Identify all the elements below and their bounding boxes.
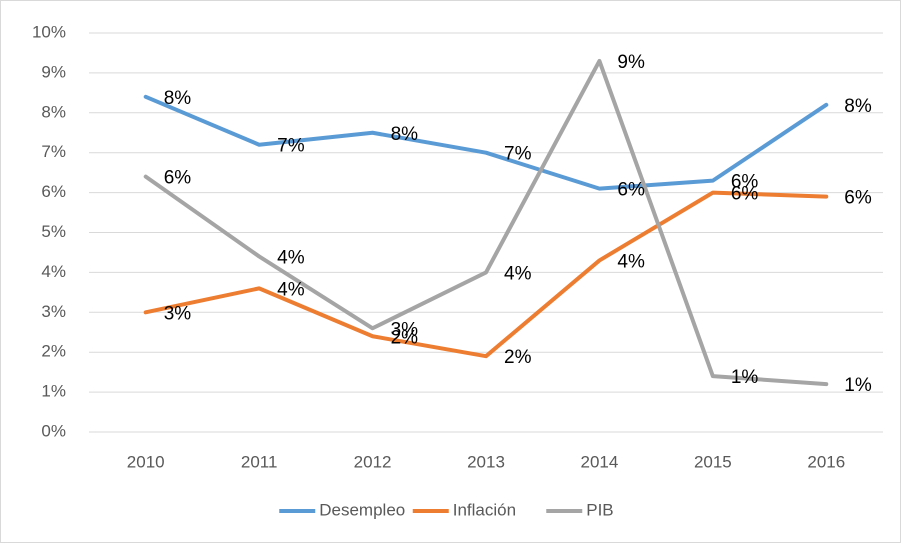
legend-label: Desempleo: [319, 500, 405, 519]
x-tick-label: 2013: [467, 452, 505, 471]
y-tick-label: 7%: [41, 142, 66, 161]
value-label: 8%: [391, 124, 419, 145]
y-tick-label: 4%: [41, 262, 66, 281]
value-label: 4%: [504, 263, 532, 284]
value-label: 6%: [164, 168, 192, 189]
value-label: 8%: [164, 88, 192, 109]
y-tick-label: 5%: [41, 222, 66, 241]
value-label: 1%: [731, 367, 759, 388]
series-line: [143, 94, 829, 191]
value-label: 7%: [277, 136, 305, 157]
y-tick-label: 10%: [32, 22, 66, 41]
x-tick-label: 2011: [241, 452, 278, 471]
x-tick-label: 2010: [127, 452, 165, 471]
value-label: 2%: [391, 327, 419, 348]
x-tick-label: 2012: [354, 452, 392, 471]
value-label: 4%: [277, 279, 305, 300]
value-label: 2%: [504, 347, 532, 368]
y-tick-label: 3%: [41, 302, 66, 321]
value-label: 4%: [277, 247, 305, 268]
x-tick-label: 2015: [694, 452, 732, 471]
series-line: [143, 58, 829, 387]
value-label: 4%: [617, 251, 645, 272]
y-tick-label: 2%: [41, 342, 66, 361]
value-label: 3%: [391, 319, 419, 340]
value-label: 3%: [164, 303, 192, 324]
x-tick-label: 2014: [581, 452, 619, 471]
value-label: 9%: [617, 52, 645, 73]
value-label: 6%: [844, 188, 872, 209]
y-tick-label: 0%: [41, 421, 66, 440]
value-label: 7%: [504, 144, 532, 165]
value-label: 1%: [844, 375, 872, 396]
legend-label: Inflación: [453, 500, 516, 519]
value-label: 6%: [731, 172, 759, 193]
y-tick-label: 9%: [41, 62, 66, 81]
y-tick-label: 6%: [41, 182, 66, 201]
series-line: [143, 190, 829, 359]
y-tick-label: 8%: [41, 102, 66, 121]
value-label: 6%: [617, 180, 645, 201]
value-label: 8%: [844, 96, 872, 117]
value-label: 6%: [731, 184, 759, 205]
y-tick-label: 1%: [41, 382, 66, 401]
legend-label: PIB: [586, 500, 613, 519]
x-tick-label: 2016: [807, 452, 845, 471]
